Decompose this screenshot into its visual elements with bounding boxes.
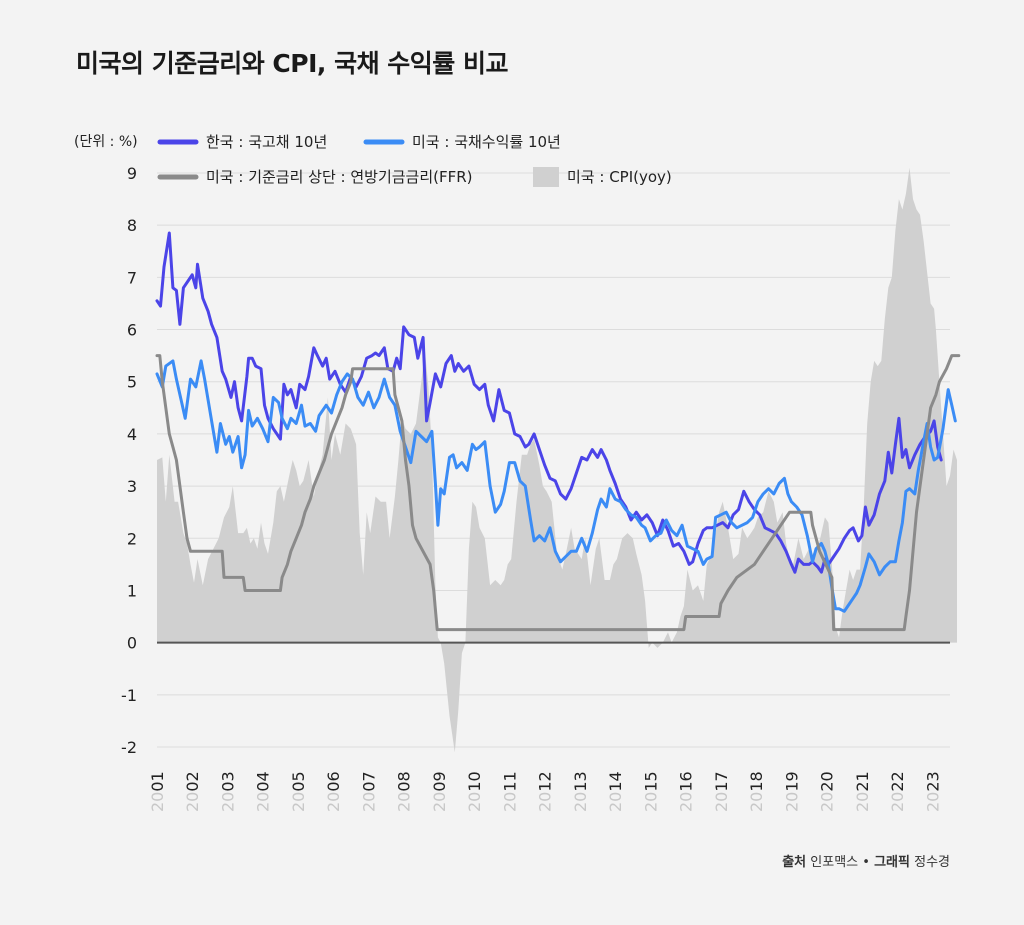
source-label: 출처 [782, 855, 807, 870]
x-tick-label: 2023 [923, 771, 942, 812]
x-tick-label: 2002 [183, 771, 202, 812]
y-tick-label: 9 [127, 164, 137, 183]
x-tick-label: 2001 [148, 771, 167, 812]
x-tick-label: 2013 [571, 771, 590, 812]
x-tick-label: 2011 [500, 771, 519, 812]
legend-item: 미국 : CPI(yoy) [533, 167, 672, 187]
y-tick-label: 2 [127, 529, 137, 548]
unit-label: (단위 : %) [74, 134, 138, 150]
legend-label: 미국 : 기준금리 상단 : 연방기금금리(FFR) [206, 168, 473, 186]
x-tick-label: 2018 [747, 771, 766, 812]
grid-layer [157, 172, 950, 748]
legend-label: 미국 : CPI(yoy) [567, 168, 672, 186]
legend-label: 미국 : 국채수익률 10년 [412, 133, 561, 151]
x-tick-label: 2022 [888, 771, 907, 812]
us-10y-line [155, 359, 957, 613]
y-tick-label: -2 [121, 738, 137, 757]
x-tick-label: 2015 [641, 771, 660, 812]
cpi-area [157, 167, 957, 753]
separator-dot: • [862, 855, 870, 870]
y-tick-label: 3 [127, 477, 137, 496]
x-tick-label: 2005 [289, 771, 308, 812]
area-layer [157, 167, 957, 753]
x-tick-label: 2016 [677, 771, 696, 812]
y-tick-label: 4 [127, 425, 137, 444]
legend-swatch [533, 167, 559, 187]
x-tick-label: 2021 [853, 771, 872, 812]
source-credit: 출처 인포맥스 • 그래픽 정수경 [782, 851, 950, 870]
y-tick-label: 6 [127, 321, 137, 340]
line-layer [155, 231, 961, 632]
y-tick-label: -1 [121, 686, 137, 705]
x-tick-label: 2007 [359, 771, 378, 812]
x-tick-label: 2019 [782, 771, 801, 812]
x-tick-label: 2014 [606, 771, 625, 812]
legend-item: 미국 : 기준금리 상단 : 연방기금금리(FFR) [157, 168, 473, 186]
graphic-name: 정수경 [914, 855, 950, 870]
x-tick-label: 2006 [324, 771, 343, 812]
y-tick-label: 7 [127, 268, 137, 287]
x-tick-label: 2010 [465, 771, 484, 812]
source-name: 인포맥스 [810, 855, 859, 870]
y-tick-label: 8 [127, 216, 137, 235]
x-tick-label: 2009 [430, 771, 449, 812]
y-tick-label: 0 [127, 634, 137, 653]
legend-label: 한국 : 국고채 10년 [206, 133, 327, 151]
y-tick-label: 5 [127, 373, 137, 392]
x-tick-label: 2017 [712, 771, 731, 812]
x-tick-label: 2008 [395, 771, 414, 812]
x-tick-label: 2003 [218, 771, 237, 812]
y-tick-label: 1 [127, 581, 137, 600]
legend-item: 한국 : 국고채 10년 [157, 133, 327, 151]
ffr-line [155, 354, 961, 632]
x-tick-label: 2012 [536, 771, 555, 812]
chart-title: 미국의 기준금리와 CPI, 국채 수익률 비교 [76, 49, 509, 78]
graphic-label: 그래픽 [874, 855, 910, 870]
legend-item: 미국 : 국채수익률 10년 [363, 133, 561, 151]
x-tick-label: 2020 [818, 771, 837, 812]
axis-layer: 9 8 7 6 5 4 3 2 1 0 -1 -2 2001 2002 2003 2004 2005 2006 20… [74, 134, 942, 812]
x-tick-label: 2004 [254, 771, 273, 812]
